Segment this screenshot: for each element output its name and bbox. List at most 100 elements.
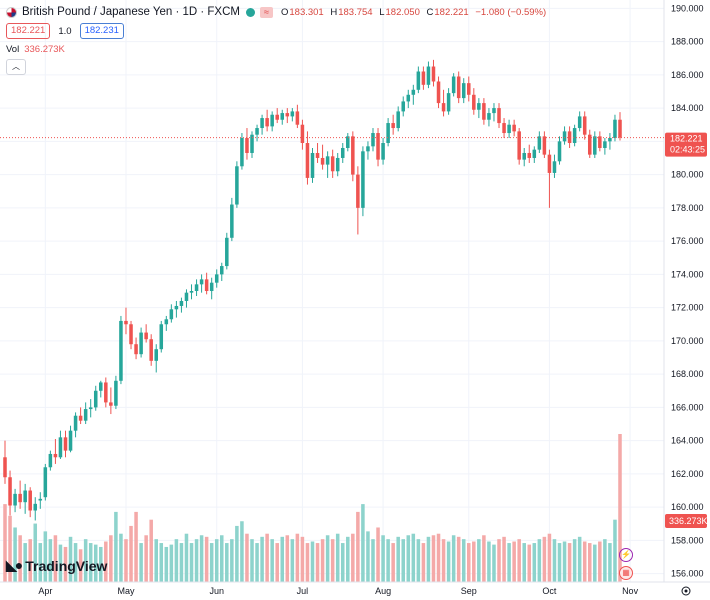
volume-bar — [346, 536, 350, 582]
candle-body — [83, 409, 88, 421]
candle-body — [144, 332, 148, 340]
volume-marker: 336.273K — [665, 514, 708, 528]
volume-bar — [416, 539, 421, 582]
candle-body — [547, 154, 552, 173]
volume-bar — [88, 543, 93, 582]
volume-bar — [310, 541, 315, 582]
volume-bar — [275, 543, 279, 582]
candle-body — [517, 131, 521, 160]
price-tick-label: 186.000 — [671, 70, 704, 80]
candle-body — [235, 166, 239, 205]
buy-button[interactable]: 182.231 — [79, 23, 124, 39]
candle-body — [134, 344, 138, 355]
time-axis[interactable]: Apr May Jun Jul Aug Sep Oct Nov — [38, 586, 638, 596]
candle-body — [477, 103, 481, 110]
volume-bar — [351, 533, 355, 582]
candle-body — [114, 380, 118, 406]
volume-bar — [315, 543, 320, 582]
volume-bar — [361, 504, 365, 582]
candle-body — [487, 113, 491, 120]
volume-legend: Vol 336.273K — [6, 44, 65, 55]
candle-body — [93, 390, 98, 408]
indicator-toggle-icon[interactable]: ≈ — [259, 6, 273, 18]
sell-button[interactable]: 182.221 — [6, 23, 51, 39]
volume-bar — [38, 543, 43, 582]
candle-body — [315, 152, 320, 158]
market-status-icon[interactable] — [245, 7, 255, 17]
chevron-up-icon[interactable]: ︿ — [6, 59, 26, 75]
candle-body — [391, 123, 395, 129]
volume-bar — [169, 544, 174, 582]
volume-bar — [295, 533, 300, 582]
volume-bar — [3, 504, 7, 582]
time-tick-label: Jun — [209, 586, 224, 596]
event-icon[interactable]: ▦ — [619, 566, 633, 580]
candle-body — [99, 382, 103, 391]
volume-bar — [572, 539, 577, 582]
settings-icon[interactable] — [681, 586, 691, 596]
candle-body — [381, 143, 385, 160]
change-value: −1.080 (−0.59%) — [475, 6, 547, 18]
volume-bar — [58, 544, 63, 582]
candle-body — [3, 457, 7, 478]
volume-bar — [8, 515, 12, 582]
candle-body — [23, 490, 27, 503]
candle-body — [593, 136, 597, 155]
candle-body — [371, 133, 375, 147]
quantity-value[interactable]: 1.0 — [58, 25, 72, 37]
candle-body — [562, 131, 567, 142]
candle-body — [48, 453, 53, 468]
price-tick-label: 188.000 — [671, 37, 704, 47]
volume-bar — [43, 531, 48, 582]
volume-bar — [340, 543, 345, 582]
volume-bar — [139, 543, 143, 582]
lightning-icon[interactable]: ⚡ — [619, 548, 633, 562]
candle-body — [356, 174, 360, 208]
low-value: 182.050 — [385, 6, 420, 18]
volume-bar — [376, 527, 380, 582]
candle-body — [572, 128, 577, 144]
volume-bar — [537, 539, 542, 582]
volume-bar — [467, 543, 471, 582]
candle-body — [552, 161, 557, 173]
candle-body — [240, 138, 244, 167]
candle-body — [58, 437, 63, 458]
price-tick-label: 168.000 — [671, 369, 704, 379]
candle-body — [396, 111, 400, 129]
price-tick-label: 174.000 — [671, 269, 704, 279]
candle-body — [18, 493, 22, 503]
candle-body — [542, 136, 547, 155]
candle-body — [421, 71, 426, 85]
tradingview-logo[interactable]: ◣● TradingView — [6, 557, 107, 574]
candle-body — [255, 128, 259, 135]
candle-body — [456, 76, 461, 99]
price-axis[interactable]: 156.000 158.000 160.000 162.000 164.000 166.0… — [671, 3, 704, 578]
volume-bar — [78, 549, 83, 582]
volume-bar — [386, 539, 390, 582]
volume-bar — [63, 546, 68, 582]
volume-bar — [245, 533, 249, 582]
volume-bar — [391, 543, 395, 582]
candle-body — [366, 146, 370, 152]
volume-bar — [325, 535, 330, 582]
volume-bar — [214, 539, 219, 582]
time-tick-label: Sep — [461, 586, 477, 596]
candles — [3, 59, 622, 521]
volume-bar — [240, 521, 244, 582]
volume-bar — [28, 539, 32, 582]
quote-row: 182.221 1.0 182.231 — [6, 23, 124, 39]
candle-body — [603, 141, 607, 148]
volume-bar — [265, 533, 269, 582]
volume-bar — [552, 539, 557, 582]
volume-bar — [482, 535, 486, 582]
volume-bar — [179, 543, 184, 582]
volume-bar — [472, 541, 476, 582]
volume-bar — [502, 536, 506, 582]
candle-body — [330, 156, 335, 172]
symbol-title[interactable]: British Pound / Japanese Yen · 1D · FXCM — [22, 6, 240, 18]
candle-body — [88, 407, 93, 410]
volume-bar — [436, 533, 441, 582]
candle-body — [335, 157, 340, 172]
candle-body — [43, 467, 48, 498]
